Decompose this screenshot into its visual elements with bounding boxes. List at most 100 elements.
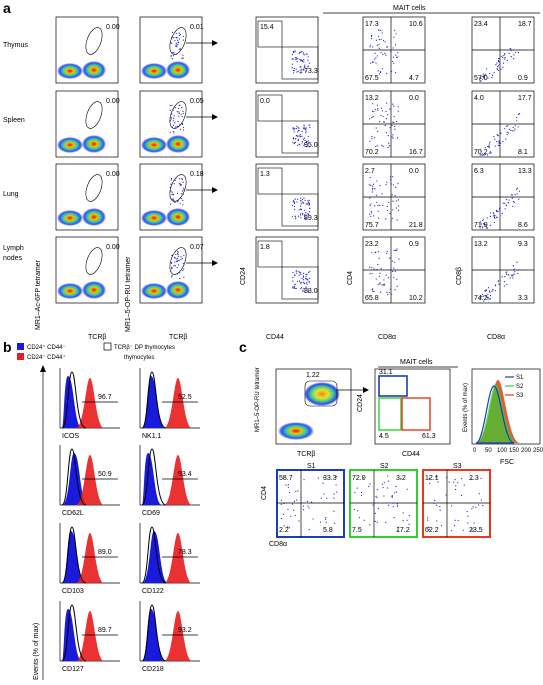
q-tr: 17.7 — [518, 95, 532, 102]
legend-blue-label: CD24⁺ CD44⁻ — [27, 344, 66, 351]
event-dot — [295, 138, 297, 140]
event-dot — [173, 37, 175, 39]
event-dot — [493, 214, 495, 217]
event-dot — [384, 124, 386, 127]
event-dot — [397, 530, 399, 532]
event-dot — [299, 144, 301, 146]
event-dot — [497, 65, 500, 67]
event-dot — [326, 497, 328, 499]
event-dot — [494, 290, 497, 292]
event-dot — [173, 256, 176, 258]
event-dot — [291, 67, 293, 69]
event-dot — [372, 290, 374, 292]
event-dot — [175, 32, 177, 35]
event-dot — [302, 290, 304, 292]
hist-blue — [62, 453, 88, 505]
event-dot — [294, 141, 297, 143]
q-tl: 23.2 — [365, 241, 379, 248]
hist-red — [76, 455, 104, 505]
q-br: 4.7 — [409, 75, 419, 82]
gate-br — [281, 266, 319, 300]
event-dot — [499, 209, 501, 211]
event-dot — [369, 273, 371, 275]
gate-value: 0.00 — [106, 171, 120, 178]
event-dot — [334, 522, 336, 524]
event-dot — [308, 277, 311, 279]
event-dot — [450, 505, 453, 507]
event-dot — [445, 494, 447, 496]
event-dot — [169, 131, 171, 133]
event-dot — [307, 213, 309, 215]
event-dot — [377, 108, 379, 110]
event-dot — [182, 54, 184, 56]
a-plot-thymus-2: 0.01 — [139, 16, 218, 84]
event-dot — [490, 152, 492, 154]
gate-value: 0.05 — [190, 98, 204, 105]
event-dot — [295, 135, 298, 137]
q-br: 23.5 — [469, 527, 483, 534]
event-dot — [302, 505, 305, 507]
event-dot — [176, 111, 178, 113]
event-dot — [477, 530, 479, 533]
density-blob — [57, 210, 83, 226]
xlabel-tcrb-2: TCRβ — [169, 334, 187, 341]
event-dot — [494, 145, 496, 147]
event-dot — [179, 128, 182, 130]
subset-frame — [349, 469, 418, 538]
event-dot — [298, 520, 300, 522]
event-dot — [518, 113, 521, 115]
c3-xlabel: FSC — [500, 459, 514, 466]
c2-gate-s3 — [401, 397, 431, 431]
event-dot — [369, 483, 371, 485]
xlabel-cd8a-2: CD8α — [487, 334, 505, 341]
event-dot — [491, 290, 493, 292]
event-dot — [292, 141, 294, 143]
event-dot — [295, 218, 297, 220]
q-tr: 18.7 — [518, 21, 532, 28]
event-dot — [392, 176, 394, 178]
hist-blue — [62, 609, 82, 661]
event-dot — [497, 135, 499, 137]
event-dot — [394, 194, 396, 197]
marker-value: 78.3 — [178, 549, 192, 556]
event-dot — [493, 215, 495, 218]
event-dot — [293, 286, 295, 288]
event-dot — [379, 71, 382, 74]
event-dot — [178, 259, 180, 262]
event-dot — [170, 177, 173, 180]
event-dot — [433, 502, 435, 504]
event-dot — [384, 41, 386, 43]
q-bl: 71.9 — [474, 222, 488, 229]
a-frame — [139, 236, 203, 304]
q-tr: 0.0 — [409, 168, 419, 175]
q-bl: 74.2 — [474, 295, 488, 302]
event-dot — [518, 190, 521, 192]
event-dot — [496, 62, 498, 64]
event-dot — [505, 138, 507, 140]
event-dot — [177, 252, 179, 255]
event-dot — [177, 264, 179, 266]
event-dot — [299, 58, 301, 60]
event-dot — [178, 34, 181, 37]
event-dot — [472, 530, 474, 532]
event-dot — [291, 286, 294, 288]
a-frame — [139, 90, 203, 158]
event-dot — [182, 204, 184, 206]
event-dot — [485, 225, 487, 227]
event-dot — [179, 272, 181, 274]
event-dot — [395, 186, 397, 188]
event-dot — [297, 490, 299, 492]
event-dot — [385, 274, 387, 276]
event-dot — [177, 251, 179, 253]
event-dot — [390, 183, 392, 185]
event-dot — [516, 261, 518, 263]
event-dot — [381, 68, 384, 70]
event-dot — [512, 200, 514, 203]
event-dot — [303, 479, 305, 481]
event-dot — [489, 294, 492, 297]
event-dot — [336, 491, 338, 493]
event-dot — [171, 42, 173, 45]
event-dot — [372, 103, 374, 105]
event-dot — [378, 35, 380, 37]
event-dot — [406, 519, 408, 521]
